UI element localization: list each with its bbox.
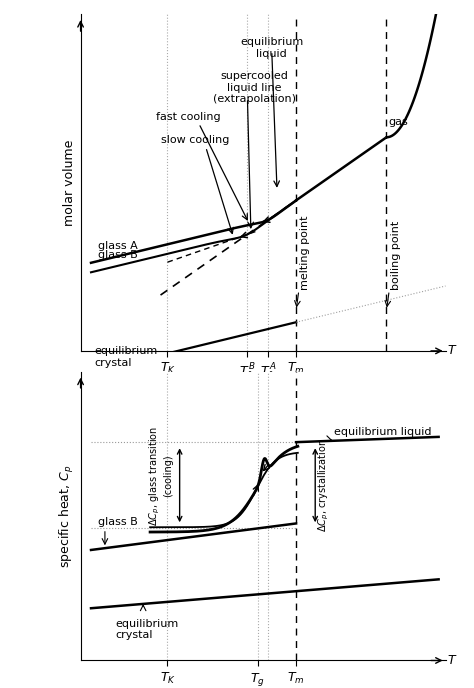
Text: equilibrium liquid: equilibrium liquid <box>334 427 432 437</box>
Text: melting point: melting point <box>300 216 310 290</box>
Text: glass A: glass A <box>98 241 138 251</box>
Text: supercooled
liquid line
(extrapolation): supercooled liquid line (extrapolation) <box>213 71 296 105</box>
Text: boiling point: boiling point <box>391 221 401 290</box>
Text: equilibrium
liquid: equilibrium liquid <box>240 37 303 59</box>
Y-axis label: molar volume: molar volume <box>64 139 76 226</box>
Text: equilibrium
crystal: equilibrium crystal <box>94 346 158 367</box>
Text: fast cooling: fast cooling <box>156 111 221 122</box>
Text: $\Delta C_p$, glass transition
(cooling): $\Delta C_p$, glass transition (cooling) <box>147 426 173 526</box>
Text: $T$: $T$ <box>447 654 458 667</box>
Y-axis label: specific heat, $C_p$: specific heat, $C_p$ <box>58 464 76 568</box>
Text: glass B: glass B <box>98 250 138 261</box>
Text: glass B: glass B <box>98 517 138 528</box>
Text: equilibrium
crystal: equilibrium crystal <box>115 619 179 641</box>
Text: $T$: $T$ <box>447 345 458 357</box>
Text: $\Delta C_p$, crystallization: $\Delta C_p$, crystallization <box>317 438 331 532</box>
Text: slow cooling: slow cooling <box>161 136 229 145</box>
Text: gas: gas <box>388 117 408 127</box>
